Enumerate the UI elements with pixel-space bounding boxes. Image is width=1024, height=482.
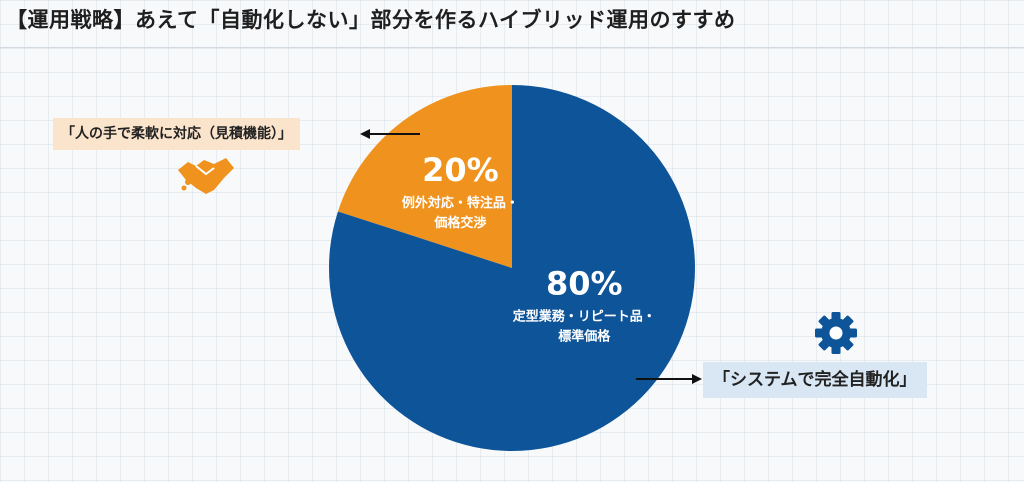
- manual-callout: 「人の手で柔軟に対応（見積機能）」: [53, 118, 300, 150]
- slice-description-line: 価格交渉: [433, 215, 486, 231]
- page-title: 【運用戦略】あえて「自動化しない」部分を作るハイブリッド運用のすすめ: [6, 8, 736, 32]
- slice-percent-label: 20%: [422, 151, 499, 189]
- slice-description-line: 標準価格: [558, 328, 611, 344]
- slice-description-line: 例外対応・特注品・: [402, 195, 519, 211]
- auto-callout: 「システムで完全自動化」: [703, 362, 927, 398]
- slice-percent-label: 80%: [546, 264, 623, 302]
- pie-slice-80: [329, 85, 695, 451]
- gear-icon: [815, 312, 857, 354]
- handshake-icon: [178, 158, 234, 194]
- pie-slice-20: [337, 85, 512, 268]
- slice-description-line: 定型業務・リピート品・: [512, 308, 656, 324]
- title-divider: [0, 47, 1024, 48]
